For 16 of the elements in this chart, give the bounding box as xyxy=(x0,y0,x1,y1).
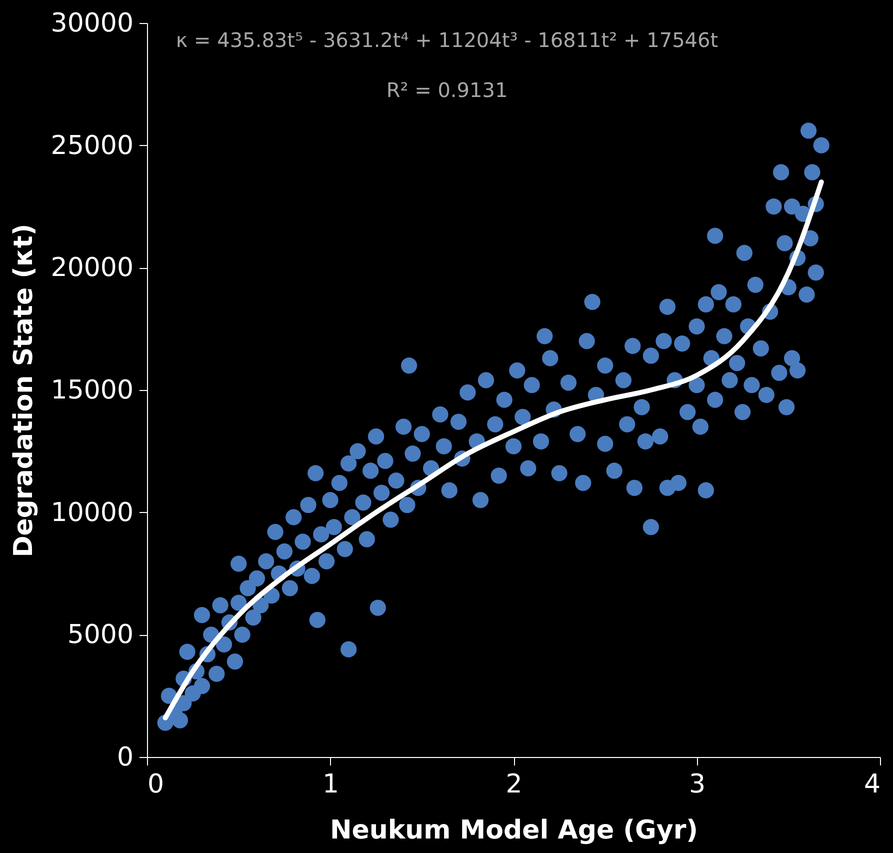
y-tick-label: 0 xyxy=(116,742,134,772)
x-tick-label: 4 xyxy=(864,770,880,800)
y-tick-label: 15000 xyxy=(50,376,134,406)
x-tick-label: 1 xyxy=(322,770,340,800)
y-axis-title: Degradation State (κt) xyxy=(8,224,39,558)
y-tick-label: 20000 xyxy=(50,253,134,284)
y-tick-label: 10000 xyxy=(50,498,134,528)
y-tick-label: 30000 xyxy=(50,8,134,38)
annotation: κ = 435.83t⁵ - 3631.2t⁴ + 11204t³ - 16811t² + 17546t xyxy=(176,28,718,52)
x-tick-label: 0 xyxy=(148,770,164,800)
y-tick-label: 25000 xyxy=(50,130,134,161)
y-tick-label: 5000 xyxy=(67,620,134,650)
x-axis-title: Neukum Model Age (Gyr) xyxy=(330,816,698,846)
x-tick-label: 3 xyxy=(688,770,706,800)
annotation: R² = 0.9131 xyxy=(386,78,508,102)
x-tick-label: 2 xyxy=(506,770,522,800)
